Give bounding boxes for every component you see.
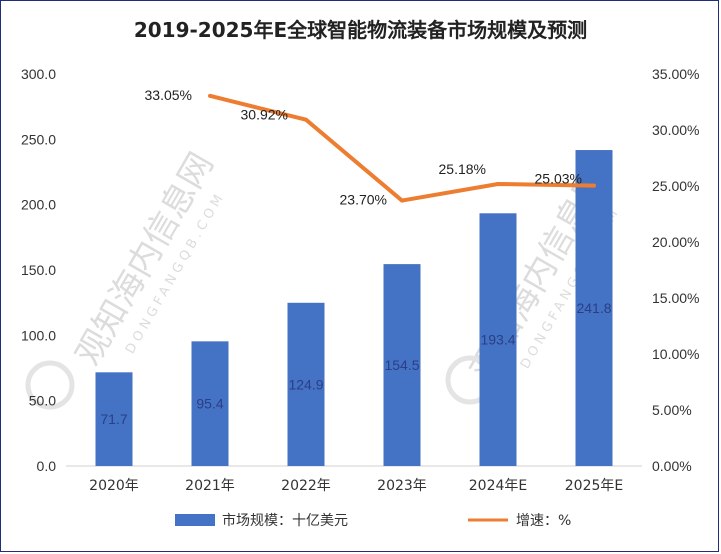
x-tick-label: 2024年E — [469, 478, 527, 494]
legend-line-label: 增速：% — [516, 513, 571, 529]
y-left-tick-label: 100.0 — [21, 327, 56, 343]
line-point — [592, 183, 596, 188]
bar-value-label: 154.5 — [384, 357, 419, 373]
line-point — [400, 198, 404, 203]
y-left-tick-label: 0.0 — [37, 458, 57, 474]
x-tick-label: 2023年 — [377, 478, 427, 494]
line-series — [208, 93, 596, 203]
chart-title: 2019-2025年E全球智能物流装备市场规模及预测 — [133, 18, 588, 42]
bar-value-label: 71.7 — [100, 411, 127, 427]
line-point — [304, 117, 308, 122]
axes: 0.0 50.0 100.0 150.0 200.0 250.0 300.0 0.00% 5.0… — [21, 66, 700, 494]
y-right-tick-label: 5.00% — [652, 402, 692, 418]
line-value-label: 30.92% — [241, 107, 288, 123]
bar-series — [95, 150, 613, 466]
bar — [383, 264, 421, 466]
bar — [575, 150, 613, 466]
x-tick-label: 2022年 — [281, 478, 331, 494]
y-right-tick-label: 30.00% — [652, 122, 699, 138]
y-left-tick-label: 250.0 — [21, 131, 56, 147]
legend-bar-label: 市场规模：十亿美元 — [222, 512, 348, 529]
line-value-label: 23.70% — [340, 192, 387, 208]
line-point — [496, 181, 500, 186]
legend-bar-swatch — [175, 514, 215, 526]
bar — [479, 213, 517, 466]
bar — [95, 372, 133, 466]
x-tick-label: 2020年 — [89, 478, 139, 494]
y-right-tick-label: 10.00% — [652, 346, 699, 362]
watermark-logo-left — [25, 360, 75, 410]
bar-value-label: 193.4 — [480, 332, 515, 348]
legend: 市场规模：十亿美元 增速：% — [175, 512, 571, 529]
bar-value-label: 241.8 — [576, 300, 611, 316]
y-left-tick-label: 50.0 — [29, 393, 56, 409]
y-left-tick-label: 150.0 — [21, 262, 56, 278]
y-right-tick-label: 25.00% — [652, 178, 699, 194]
y-right-tick-label: 35.00% — [652, 66, 699, 82]
y-right-tick-label: 0.00% — [652, 458, 692, 474]
bar-value-label: 95.4 — [196, 396, 223, 412]
x-tick-label: 2025年E — [565, 478, 623, 494]
line-value-label: 25.03% — [535, 171, 582, 187]
y-right-tick-label: 20.00% — [652, 234, 699, 250]
line-point — [208, 93, 212, 98]
data-labels: 71.7 95.4 124.9 154.5 193.4 241.8 33.05% 30.92%… — [100, 87, 611, 427]
y-right-tick-label: 15.00% — [652, 290, 699, 306]
x-tick-label: 2021年 — [185, 478, 235, 494]
bar-value-label: 124.9 — [288, 376, 323, 392]
y-left-tick-label: 300.0 — [21, 66, 56, 82]
line-value-label: 25.18% — [439, 161, 486, 177]
y-left-tick-label: 200.0 — [21, 197, 56, 213]
bar — [191, 341, 229, 466]
line-value-label: 33.05% — [145, 87, 192, 103]
bar — [287, 302, 325, 466]
